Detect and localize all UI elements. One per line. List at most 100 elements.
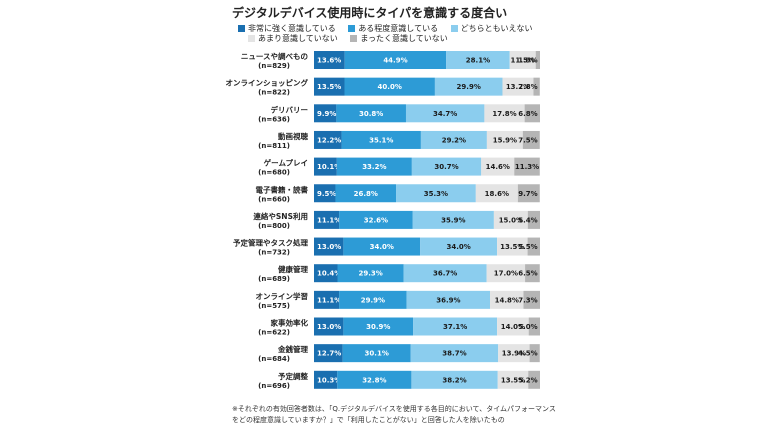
chart-title: デジタルデバイス使用時にタイパを意識する度合い <box>232 6 508 20</box>
data-label: 10.4% <box>317 270 341 278</box>
bar-segment <box>529 344 540 363</box>
data-label: 44.9% <box>383 57 407 65</box>
data-label: 13.5% <box>317 83 341 91</box>
legend-item-1: ある程度意識している <box>348 24 438 34</box>
bar-segment <box>344 51 447 69</box>
category-label-10: 家事効率化 <box>271 318 309 328</box>
chart-legend: 非常に強く意識している ある程度意識している どちらともいえない あまり意識して… <box>238 24 568 44</box>
data-label: 15.0% <box>499 216 523 224</box>
bar-segment <box>517 184 540 203</box>
data-label: 5.4% <box>518 216 537 224</box>
bar-segment <box>314 157 337 176</box>
bar-segment <box>314 370 338 389</box>
bar-segment <box>497 317 529 336</box>
bar-segment <box>484 104 525 123</box>
data-label: 4.5% <box>518 350 537 358</box>
footnote-line-1: をどの程度意識していますか？」で「利用したことがない」と回答した人を除いたもの <box>232 416 505 424</box>
data-label: 11.3% <box>515 163 539 171</box>
category-n-label-1: (n=822) <box>258 89 290 97</box>
data-label: 36.7% <box>433 270 457 278</box>
data-label: 37.1% <box>443 323 467 331</box>
category-n-label-4: (n=680) <box>258 169 290 177</box>
category-n-label-9: (n=575) <box>258 302 290 310</box>
legend-label-1: ある程度意識している <box>358 24 439 33</box>
data-label: 7.5% <box>518 136 537 144</box>
data-label: 38.7% <box>442 350 466 358</box>
category-label-8: 健康管理 <box>278 264 308 274</box>
category-n-label-2: (n=636) <box>258 115 290 123</box>
bar-segment <box>396 184 476 203</box>
category-label-4: ゲームプレイ <box>264 158 308 168</box>
category-n-label-0: (n=829) <box>258 62 290 70</box>
category-label-7: 予定管理やタスク処理 <box>233 238 308 248</box>
bar-segment <box>497 370 529 389</box>
category-label-11: 金銭管理 <box>277 344 308 354</box>
data-label: 36.9% <box>436 296 460 304</box>
data-label: 17.0% <box>494 270 518 278</box>
category-n-label-3: (n=811) <box>258 142 290 150</box>
bar-segment <box>341 130 421 149</box>
data-label: 13.9% <box>502 350 526 358</box>
bar-segment <box>335 184 397 203</box>
bar-segment <box>411 157 482 176</box>
bar-segment <box>337 370 412 389</box>
category-label-0: ニュースや調べもの <box>241 51 308 61</box>
bar-segment <box>314 317 344 336</box>
data-label: 17.8% <box>492 110 516 118</box>
legend-swatch-1 <box>348 25 356 32</box>
bar-segment <box>336 157 412 176</box>
data-label: 5.2% <box>518 376 537 384</box>
bar-segment <box>509 51 536 69</box>
bar-segment <box>339 290 407 309</box>
bar-segment <box>314 237 344 256</box>
data-label: 29.9% <box>361 296 385 304</box>
bar-segment <box>411 370 498 389</box>
data-label: 34.0% <box>446 243 470 251</box>
data-label: 34.7% <box>433 110 457 118</box>
data-label: 6.8% <box>518 110 537 118</box>
category-label-9: オンライン学習 <box>256 291 309 301</box>
data-label: 30.8% <box>359 110 383 118</box>
legend-label-4: まったく意識していない <box>360 34 448 43</box>
data-label: 5.5% <box>518 243 537 251</box>
bar-segment <box>314 104 337 123</box>
bar-segment <box>420 237 498 256</box>
bar-segment <box>314 184 336 203</box>
data-label: 12.7% <box>317 350 341 358</box>
legend-item-0: 非常に強く意識している <box>238 24 336 34</box>
legend-item-4: まったく意識していない <box>350 34 448 44</box>
bar-segment <box>514 157 540 176</box>
data-label: 32.8% <box>362 376 386 384</box>
data-label: 7.3% <box>518 296 537 304</box>
bar-segment <box>533 77 540 96</box>
data-label: 6.5% <box>518 270 537 278</box>
category-n-label-12: (n=696) <box>258 382 290 390</box>
data-label: 13.5% <box>501 376 525 384</box>
bar-segment <box>528 370 540 389</box>
bar-segment <box>527 210 540 229</box>
bar-segment <box>405 104 485 123</box>
data-label: 30.7% <box>434 163 458 171</box>
bar-segment <box>525 264 540 283</box>
bar-segment <box>343 317 414 336</box>
category-n-label-8: (n=689) <box>258 275 290 283</box>
data-label: 11.5% <box>511 57 535 65</box>
bar-segment <box>523 290 540 309</box>
data-label: 9.5% <box>317 190 336 198</box>
data-label: 29.3% <box>358 270 382 278</box>
data-label: 2.8% <box>518 83 537 91</box>
data-label: 15.9% <box>493 136 517 144</box>
data-label: 13.0% <box>317 323 341 331</box>
legend-item-2: どちらともいえない <box>450 24 532 34</box>
bar-segment <box>481 157 515 176</box>
bar-segment <box>339 210 413 229</box>
bar-segment <box>446 51 510 69</box>
legend-item-3: あまり意識していない <box>248 34 338 44</box>
data-label: 26.8% <box>354 190 378 198</box>
data-label: 29.9% <box>457 83 481 91</box>
data-label: 5.0% <box>518 323 537 331</box>
category-n-label-5: (n=660) <box>258 195 290 203</box>
data-label: 11.1% <box>317 296 341 304</box>
legend-label-0: 非常に強く意識している <box>248 24 336 33</box>
bar-segment <box>527 237 540 256</box>
